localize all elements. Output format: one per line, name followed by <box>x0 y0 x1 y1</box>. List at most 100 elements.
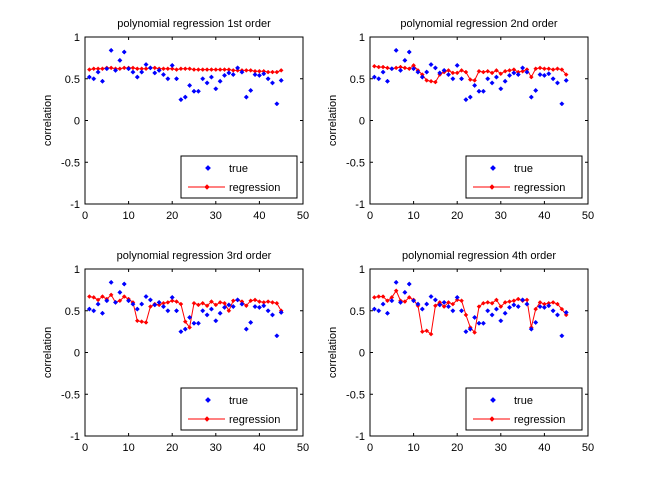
true-point <box>86 74 92 80</box>
y-tick-label: 0 <box>359 348 365 360</box>
true-point <box>243 326 249 332</box>
true-point <box>389 298 395 304</box>
true-point <box>239 69 245 75</box>
true-point <box>476 320 482 326</box>
true-point <box>91 308 97 314</box>
subplot-1: 0 10 20 30 40 50 -1 -0.5 0 0.5 1 polynomial regress… <box>42 18 309 222</box>
regression-point <box>463 69 469 75</box>
true-point <box>104 66 110 72</box>
y-tick-label: -0.5 <box>346 389 365 401</box>
regression-point <box>454 70 460 76</box>
regression-point <box>270 300 275 305</box>
regression-point <box>191 300 197 306</box>
true-point <box>476 88 482 94</box>
true-point <box>397 299 404 305</box>
legend-true-marker <box>205 165 211 171</box>
x-tick-label: 0 <box>82 210 88 222</box>
regression-point <box>507 299 512 304</box>
true-point <box>389 66 395 72</box>
true-point <box>520 65 526 71</box>
y-tick-label: 1 <box>359 32 365 44</box>
legend-box <box>180 387 298 431</box>
true-point <box>143 62 149 68</box>
legend: true regression <box>465 387 583 431</box>
true-point <box>415 301 421 307</box>
x-tick-label: 40 <box>253 210 265 222</box>
true-point <box>554 80 561 86</box>
x-tick-label: 30 <box>210 210 222 222</box>
true-point <box>402 57 408 63</box>
regression-point <box>108 65 114 71</box>
chart-title: polynomial regression 2nd order <box>400 18 557 30</box>
true-point <box>213 318 219 324</box>
regression-point <box>91 295 97 300</box>
true-point <box>134 306 140 312</box>
chart-title: polynomial regression 1st order <box>117 18 271 30</box>
regression-point <box>385 298 390 304</box>
legend-regression-label: regression <box>514 182 565 194</box>
regression-point <box>459 298 464 304</box>
x-tick-label: 0 <box>367 442 373 454</box>
y-axis-label: correlation <box>42 327 54 378</box>
true-point <box>563 77 569 83</box>
legend-box <box>180 155 298 199</box>
legend: true regression <box>465 155 583 199</box>
true-point <box>95 301 101 307</box>
true-point <box>424 69 430 75</box>
true-point <box>230 72 236 78</box>
true-point <box>406 49 412 55</box>
true-point <box>248 87 254 93</box>
true-point <box>533 87 539 93</box>
true-point <box>402 289 408 295</box>
true-point <box>252 72 258 78</box>
regression-point <box>498 71 504 77</box>
y-tick-label: -1 <box>70 431 80 443</box>
true-point <box>371 306 377 312</box>
true-point <box>467 326 473 332</box>
regression-point <box>485 300 491 305</box>
regression-point <box>450 301 456 307</box>
true-point <box>498 318 504 324</box>
y-tick-label: 1 <box>74 264 80 276</box>
regression-point <box>419 329 425 334</box>
true-point <box>86 306 92 312</box>
true-point <box>204 312 210 318</box>
true-point <box>274 101 280 107</box>
true-point <box>559 101 565 107</box>
regression-point <box>196 302 201 308</box>
regression-point <box>265 69 271 75</box>
y-tick-label: 0.5 <box>350 74 365 86</box>
legend-true-marker <box>490 397 496 403</box>
regression-point <box>467 77 473 82</box>
y-tick-label: -1 <box>355 199 365 211</box>
true-point <box>139 69 145 75</box>
true-point <box>533 319 539 325</box>
regression-point <box>424 328 430 334</box>
x-tick-label: 10 <box>407 210 419 222</box>
true-point <box>208 306 214 312</box>
true-point <box>472 314 478 320</box>
y-tick-label: -0.5 <box>61 157 80 169</box>
true-point <box>428 62 434 68</box>
true-point <box>450 76 456 82</box>
true-point <box>397 67 404 73</box>
regression-point <box>376 64 382 70</box>
regression-point <box>555 301 560 307</box>
true-point <box>376 308 382 314</box>
true-point <box>445 304 452 310</box>
regression-point <box>472 78 477 83</box>
y-tick-label: -0.5 <box>61 389 80 401</box>
regression-point <box>143 320 149 325</box>
regression-point <box>174 67 179 72</box>
regression-point <box>204 67 210 72</box>
regression-point <box>182 66 188 72</box>
regression-point <box>459 68 464 73</box>
true-point <box>217 78 223 84</box>
true-point <box>384 310 390 316</box>
true-point <box>195 320 201 326</box>
y-axis-label: correlation <box>42 95 54 146</box>
regression-point <box>485 68 491 74</box>
regression-point <box>182 319 188 324</box>
x-tick-label: 50 <box>297 442 309 454</box>
